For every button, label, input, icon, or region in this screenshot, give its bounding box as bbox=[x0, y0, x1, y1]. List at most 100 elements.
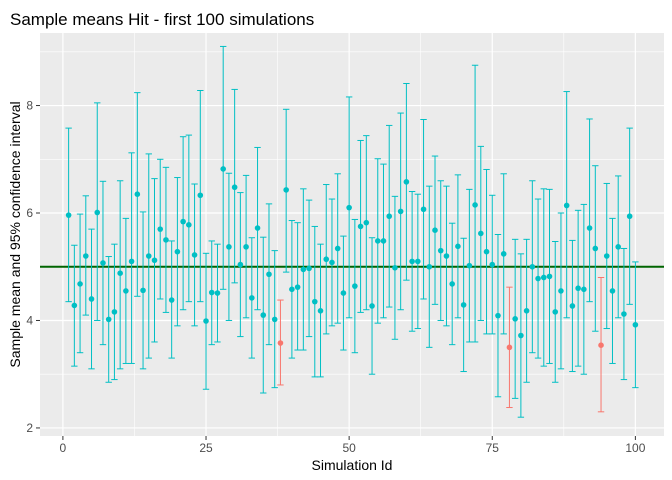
mean-point bbox=[289, 286, 295, 293]
mean-point bbox=[603, 253, 610, 259]
mean-point bbox=[311, 298, 318, 305]
mean-point bbox=[323, 256, 330, 263]
x-axis-title: Simulation Id bbox=[312, 457, 393, 473]
chart-title: Sample means Hit - first 100 simulations bbox=[10, 10, 314, 29]
x-tick-label: 50 bbox=[342, 441, 356, 455]
mean-point bbox=[329, 259, 335, 266]
mean-point bbox=[415, 258, 421, 265]
mean-point bbox=[472, 202, 478, 208]
mean-point bbox=[174, 248, 181, 255]
mean-point bbox=[157, 226, 164, 232]
mean-point bbox=[243, 244, 249, 250]
mean-point bbox=[432, 227, 438, 234]
mean-point bbox=[552, 309, 559, 315]
mean-point bbox=[632, 321, 639, 328]
mean-point bbox=[208, 289, 215, 296]
mean-point bbox=[180, 218, 186, 225]
mean-point bbox=[117, 270, 123, 276]
mean-point bbox=[409, 258, 415, 265]
mean-point bbox=[71, 302, 78, 309]
y-tick-label: 8 bbox=[26, 99, 33, 113]
mean-point bbox=[626, 213, 633, 220]
mean-point bbox=[466, 262, 473, 269]
mean-point bbox=[88, 296, 95, 302]
mean-point bbox=[420, 206, 427, 213]
mean-point bbox=[586, 225, 593, 231]
mean-point bbox=[403, 179, 410, 185]
mean-point bbox=[506, 344, 513, 351]
mean-point bbox=[300, 266, 307, 273]
mean-point bbox=[478, 230, 484, 237]
mean-point bbox=[426, 263, 433, 270]
mean-point bbox=[203, 318, 209, 324]
mean-point bbox=[260, 312, 267, 318]
error-bar bbox=[586, 118, 593, 303]
mean-point bbox=[495, 312, 501, 319]
x-tick-label: 0 bbox=[60, 441, 67, 455]
mean-point bbox=[392, 265, 398, 271]
mean-point bbox=[540, 274, 547, 281]
mean-point bbox=[569, 303, 576, 309]
x-tick-label: 75 bbox=[486, 441, 500, 455]
mean-point bbox=[317, 308, 324, 314]
plot-panel bbox=[40, 33, 664, 436]
y-tick-label: 2 bbox=[26, 421, 33, 435]
mean-point bbox=[363, 219, 370, 226]
mean-point bbox=[437, 247, 444, 254]
mean-point bbox=[266, 271, 272, 278]
mean-point bbox=[306, 265, 312, 272]
mean-point bbox=[443, 253, 450, 259]
mean-point bbox=[518, 332, 524, 339]
x-axis-ticks: 0 25 50 75 100 bbox=[60, 436, 646, 455]
mean-point bbox=[483, 248, 490, 255]
mean-point bbox=[357, 223, 364, 230]
mean-point bbox=[352, 283, 358, 289]
mean-point bbox=[277, 340, 284, 346]
x-tick-label: 100 bbox=[625, 441, 645, 455]
mean-point bbox=[529, 263, 536, 270]
y-tick-label: 4 bbox=[26, 313, 33, 327]
mean-point bbox=[386, 213, 393, 220]
mean-point bbox=[374, 238, 381, 244]
mean-point bbox=[197, 192, 204, 199]
mean-point bbox=[237, 261, 244, 268]
mean-point bbox=[615, 244, 622, 250]
mean-point bbox=[231, 184, 238, 191]
mean-point bbox=[94, 209, 101, 216]
mean-point bbox=[254, 225, 261, 231]
mean-point bbox=[369, 303, 375, 309]
mean-point bbox=[512, 316, 518, 322]
mean-point bbox=[558, 288, 564, 294]
mean-point bbox=[283, 187, 289, 193]
mean-point bbox=[82, 253, 89, 259]
mean-point bbox=[294, 284, 301, 290]
mean-point bbox=[214, 290, 221, 296]
mean-point bbox=[563, 202, 570, 209]
mean-point bbox=[123, 288, 129, 294]
mean-point bbox=[449, 281, 455, 287]
mean-point bbox=[100, 260, 106, 266]
mean-point bbox=[140, 287, 146, 294]
mean-point bbox=[546, 273, 553, 280]
mean-point bbox=[340, 290, 347, 296]
mean-point bbox=[111, 309, 118, 315]
mean-point bbox=[134, 191, 141, 197]
mean-points bbox=[65, 166, 639, 351]
mean-point bbox=[226, 244, 232, 250]
mean-point bbox=[105, 316, 112, 323]
mean-point bbox=[249, 295, 255, 301]
mean-point bbox=[191, 252, 198, 258]
mean-point bbox=[621, 311, 627, 317]
mean-point bbox=[460, 302, 467, 308]
mean-point bbox=[334, 245, 341, 252]
mean-point bbox=[163, 237, 169, 243]
mean-point bbox=[65, 212, 72, 218]
error-bar bbox=[128, 152, 135, 364]
y-axis-ticks: 2 4 6 8 bbox=[26, 99, 40, 435]
y-axis-title: Sample mean and 95% confidence interval bbox=[7, 101, 23, 367]
mean-point bbox=[271, 316, 278, 323]
mean-point bbox=[523, 308, 530, 314]
mean-point bbox=[346, 204, 352, 211]
mean-point bbox=[380, 238, 387, 244]
